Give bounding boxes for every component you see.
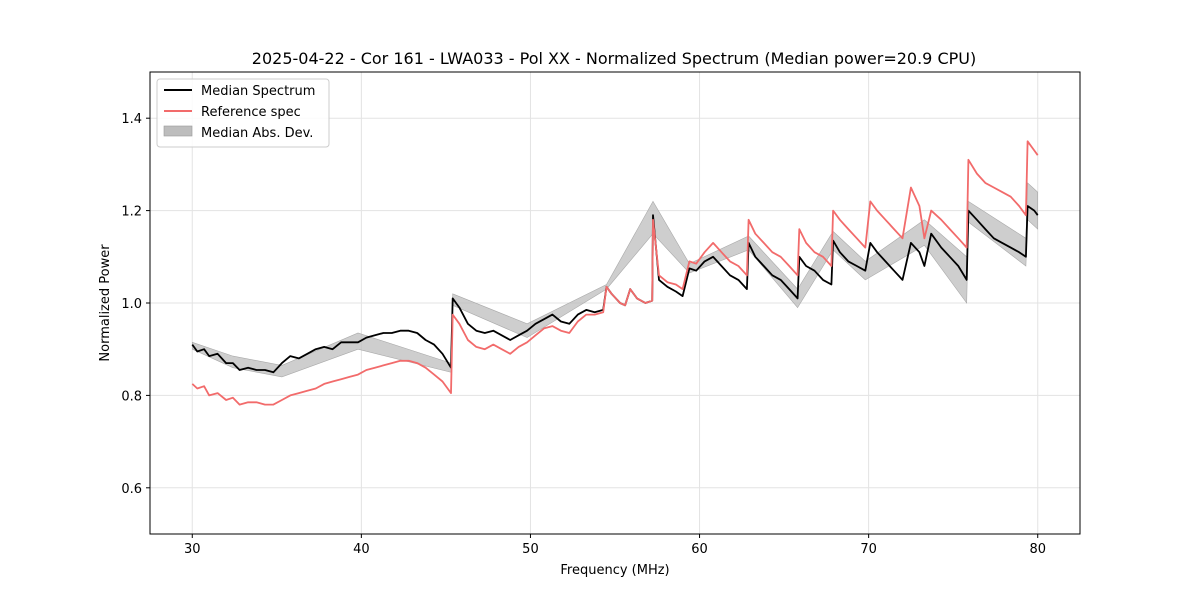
y-tick-label: 1.2 bbox=[121, 205, 142, 220]
x-tick-label: 60 bbox=[691, 542, 708, 557]
chart-title: 2025-04-22 - Cor 161 - LWA033 - Pol XX -… bbox=[252, 49, 976, 68]
legend-median-label: Median Spectrum bbox=[201, 84, 315, 99]
y-tick-label: 0.6 bbox=[121, 482, 142, 497]
x-axis-label: Frequency (MHz) bbox=[560, 563, 669, 578]
x-tick-label: 50 bbox=[522, 542, 539, 557]
x-tick-label: 40 bbox=[353, 542, 370, 557]
axis-ticks: 30 40 50 60 70 80 0.6 0.8 1.0 1.2 1.4 bbox=[121, 112, 1046, 557]
reference-spec-line bbox=[191, 140, 1039, 406]
legend-mad-label: Median Abs. Dev. bbox=[201, 126, 313, 141]
x-tick-label: 30 bbox=[184, 542, 201, 557]
y-tick-label: 1.4 bbox=[121, 112, 142, 127]
legend: Median Spectrum Reference spec Median Ab… bbox=[156, 78, 330, 148]
y-axis-label: Normalized Power bbox=[98, 244, 113, 362]
legend-mad-swatch bbox=[163, 125, 193, 137]
legend-frame bbox=[156, 78, 330, 148]
mad-band bbox=[192, 182, 1038, 378]
grid bbox=[150, 72, 1080, 534]
band-layer bbox=[192, 182, 1038, 378]
x-tick-label: 70 bbox=[860, 542, 877, 557]
legend-reference-label: Reference spec bbox=[201, 105, 301, 120]
y-tick-label: 0.8 bbox=[121, 389, 142, 404]
x-tick-label: 80 bbox=[1029, 542, 1046, 557]
series-layer bbox=[191, 140, 1039, 406]
y-tick-label: 1.0 bbox=[121, 297, 142, 312]
